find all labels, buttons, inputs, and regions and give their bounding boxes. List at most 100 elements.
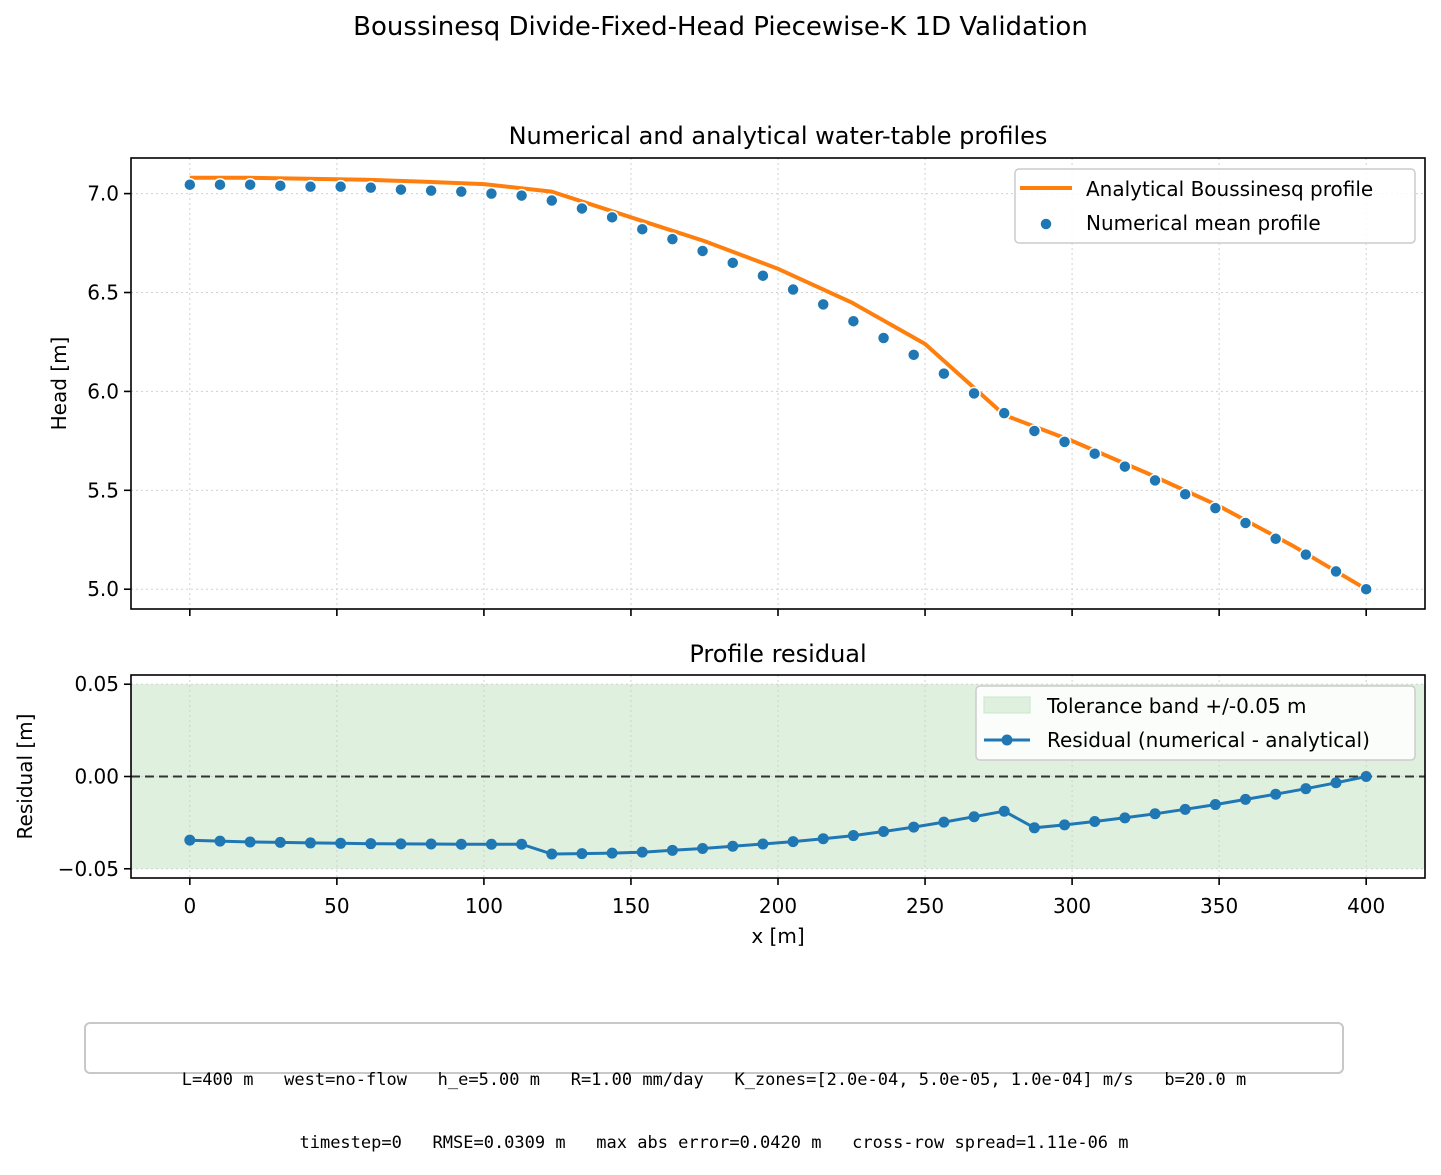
legend: Tolerance band +/-0.05 m Residual (numeri…: [975, 685, 1416, 761]
residual-point: [847, 830, 859, 842]
numerical-profile-point: [1238, 516, 1253, 530]
info-line-2: timestep=0 RMSE=0.0309 m max abs error=0…: [299, 1133, 1129, 1153]
figure-canvas: 5.0 5.5 6.0 6.5 7.0 Numerical and analytical …: [13, 122, 1426, 948]
numerical-profile-point: [454, 184, 469, 199]
residual-point: [727, 840, 739, 852]
numerical-profile-point: [1118, 459, 1132, 474]
numerical-profile-point: [605, 210, 619, 225]
numerical-profile-point: [333, 179, 348, 194]
y-axis-label: Head [m]: [47, 337, 71, 431]
residual-point: [1300, 783, 1312, 795]
numerical-profile-point: [303, 179, 318, 194]
residual-point: [455, 838, 467, 850]
x-tick-label: 0: [183, 894, 196, 918]
numerical-profile-point: [846, 314, 861, 328]
numerical-profile-point: [876, 331, 891, 345]
numerical-profile-point: [1359, 582, 1373, 596]
legend-box: [975, 685, 1416, 761]
y-axis-label: Residual [m]: [13, 714, 37, 840]
residual-point: [636, 846, 648, 858]
y-tick-label: 6.0: [87, 379, 119, 403]
x-tick-label: 350: [1200, 894, 1238, 918]
parameter-info-box: L=400 m west=no-flow h_e=5.00 m R=1.00 m…: [84, 1022, 1344, 1153]
numerical-profile-point: [1178, 487, 1192, 502]
y-tick-label: 0.05: [74, 672, 119, 696]
residual-point: [516, 838, 528, 850]
numerical-profile-point: [1299, 547, 1313, 562]
residual-point: [1059, 819, 1071, 831]
numerical-profile-point: [273, 178, 288, 193]
legend-band-swatch: [983, 696, 1031, 714]
y-tick-label: 0.00: [74, 765, 119, 789]
residual-point: [878, 825, 890, 837]
residual-point: [1330, 777, 1342, 789]
residual-point: [666, 844, 678, 856]
numerical-profile-point: [1148, 473, 1162, 488]
numerical-profile-point: [695, 244, 710, 258]
y-tick-label: 6.5: [87, 281, 119, 305]
numerical-profile-point: [243, 177, 257, 192]
numerical-profile-point: [545, 193, 559, 208]
residual-point: [546, 848, 558, 860]
x-tick-label: 300: [1053, 894, 1091, 918]
residual-point: [365, 838, 377, 850]
numerical-profile-point: [484, 186, 499, 201]
residual-point: [757, 838, 769, 850]
residual-point: [335, 837, 347, 849]
numerical-profile-point: [1329, 564, 1343, 579]
residual-point: [1119, 812, 1131, 824]
numerical-profile-point: [183, 177, 197, 192]
residual-point: [576, 848, 588, 860]
residual-point: [1149, 808, 1161, 820]
residual-point: [1209, 799, 1221, 811]
residual-point: [697, 842, 709, 854]
residual-point: [274, 836, 286, 848]
residual-point: [787, 836, 799, 848]
numerical-profile-point: [997, 406, 1011, 420]
numerical-profile-point: [514, 188, 529, 203]
legend: Analytical Boussinesq profile Numerical m…: [1014, 168, 1416, 244]
legend-label: Tolerance band +/-0.05 m: [1046, 694, 1307, 718]
legend-box: [1014, 168, 1416, 244]
numerical-profile-point: [1268, 532, 1283, 546]
residual-point: [395, 838, 407, 850]
legend-marker-swatch: [1039, 217, 1053, 231]
residual-point: [938, 816, 950, 828]
x-tick-label: 100: [465, 894, 503, 918]
residual-point: [425, 838, 437, 850]
numerical-profile-point: [635, 222, 650, 236]
numerical-profile-point: [906, 348, 921, 362]
y-tick-label: 7.0: [87, 182, 119, 206]
numerical-profile-point: [213, 177, 227, 192]
numerical-profile-point: [937, 366, 951, 381]
numerical-profile-point: [364, 180, 378, 195]
residual-point: [184, 834, 196, 846]
numerical-profile-point: [424, 183, 438, 198]
numerical-profile-point: [967, 386, 981, 401]
residual-point: [1028, 822, 1040, 834]
x-axis-label: x [m]: [751, 924, 804, 948]
y-tick-label: 5.0: [87, 577, 119, 601]
y-tick-label: −0.05: [58, 857, 119, 881]
numerical-profile-point: [726, 256, 740, 270]
x-tick-label: 400: [1347, 894, 1385, 918]
info-line-1: L=400 m west=no-flow h_e=5.00 m R=1.00 m…: [181, 1070, 1247, 1090]
residual-point: [1240, 793, 1252, 805]
residual-line: [189, 775, 1367, 856]
residual-chart: 0 50 100 150 200 250 300 350 400 −0.05 0.00 0.05 Pro…: [13, 640, 1426, 948]
legend-marker-swatch: [1001, 734, 1013, 746]
residual-point: [1270, 788, 1282, 800]
residual-point: [908, 821, 920, 833]
numerical-profile-point: [1057, 435, 1072, 449]
residual-point: [606, 847, 618, 859]
numerical-profile-point: [1208, 501, 1223, 515]
residual-point: [1179, 803, 1191, 815]
x-tick-label: 250: [906, 894, 944, 918]
numerical-profile-point: [756, 268, 770, 283]
numerical-profile-point: [1027, 424, 1042, 438]
residual-point: [968, 811, 980, 823]
head-profile-chart: 5.0 5.5 6.0 6.5 7.0 Numerical and analytical …: [47, 122, 1426, 616]
numerical-profile-point: [1087, 446, 1102, 461]
residual-point: [214, 835, 226, 847]
residual-point: [817, 833, 829, 845]
